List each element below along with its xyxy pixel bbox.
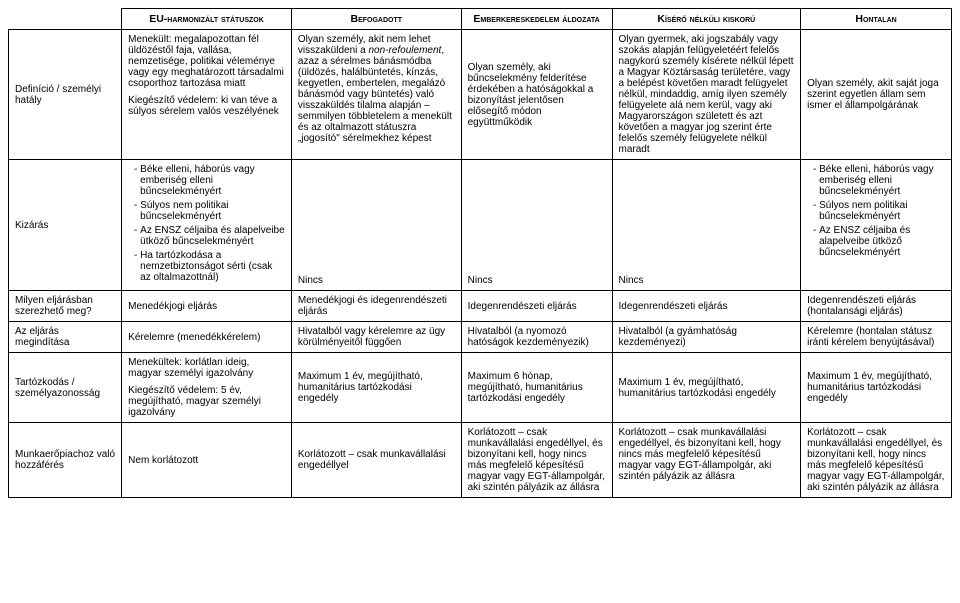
cell-tart-eu: Menekültek: korlátlan ideig, magyar szem… [122,353,292,423]
list-item: Súlyos nem politikai bűncselekményért [140,200,285,222]
list-item: Béke elleni, háborús vagy emberiség elle… [819,164,945,197]
cell-elj-befogadott: Menedékjogi és idegenrendészeti eljárás [291,291,461,322]
cell-tart-kiskoru: Maximum 1 év, megújítható, humanitárius … [612,353,801,423]
text: Menekültek: korlátlan ideig, magyar szem… [128,357,285,379]
cell-def-ember: Olyan személy, aki bűncselekmény felderí… [461,30,612,160]
row-label-munka: Munkaerőpiachoz való hozzáférés [9,423,122,498]
row-label-kizaras: Kizárás [9,160,122,291]
text: Menekült: megalapozottan fél üldözéstől … [128,34,285,89]
row-label-eljaras: Milyen eljárásban szerezhető meg? [9,291,122,322]
list: Béke elleni, háborús vagy emberiség elle… [128,164,285,283]
list-item: Súlyos nem politikai bűncselekményért [819,200,945,222]
status-comparison-table: EU-harmonizált státuszok Befogadott Embe… [8,8,952,498]
cell-elj-ember: Idegenrendészeti eljárás [461,291,612,322]
list-item: Az ENSZ céljaiba és alapelveibe ütköző b… [140,225,285,247]
cell-elj-kiskoru: Idegenrendészeti eljárás [612,291,801,322]
cell-tart-befogadott: Maximum 1 év, megújítható, humanitárius … [291,353,461,423]
list: Béke elleni, háborús vagy emberiség elle… [807,164,945,258]
header-eu: EU-harmonizált státuszok [122,9,292,30]
cell-munka-ember: Korlátozott – csak munkavállalási engedé… [461,423,612,498]
cell-def-hontalan: Olyan személy, akit saját joga szerint e… [801,30,952,160]
header-kiskoru: Kísérő nélküli kiskorú [612,9,801,30]
table-row: Tartózkodás / személyazonosság Menekülte… [9,353,952,423]
header-hontalan: Hontalan [801,9,952,30]
cell-ind-kiskoru: Hivatalból (a gyámhatóság kezdeményezi) [612,322,801,353]
cell-def-kiskoru: Olyan gyermek, aki jogszabály vagy szoká… [612,30,801,160]
cell-elj-hontalan: Idegenrendészeti eljárás (hontalansági e… [801,291,952,322]
cell-ind-eu: Kérelemre (menedékkérelem) [122,322,292,353]
cell-kiz-ember: Nincs [461,160,612,291]
cell-ind-befogadott: Hivatalból vagy kérelemre az ügy körülmé… [291,322,461,353]
cell-munka-eu: Nem korlátozott [122,423,292,498]
list-item: Béke elleni, háborús vagy emberiség elle… [140,164,285,197]
cell-ind-hontalan: Kérelemre (hontalan státusz iránti kérel… [801,322,952,353]
cell-tart-ember: Maximum 6 hónap, megújítható, humanitári… [461,353,612,423]
cell-kiz-eu: Béke elleni, háborús vagy emberiség elle… [122,160,292,291]
table-row: Milyen eljárásban szerezhető meg? Menedé… [9,291,952,322]
list-item: Az ENSZ céljaiba és alapelveibe ütköző b… [819,225,945,258]
cell-munka-hontalan: Korlátozott – csak munkavállalási engedé… [801,423,952,498]
table-row: Munkaerőpiachoz való hozzáférés Nem korl… [9,423,952,498]
table-header-row: EU-harmonizált státuszok Befogadott Embe… [9,9,952,30]
cell-kiz-hontalan: Béke elleni, háborús vagy emberiség elle… [801,160,952,291]
cell-elj-eu: Menedékjogi eljárás [122,291,292,322]
cell-ind-ember: Hivatalból (a nyomozó hatóságok kezdemén… [461,322,612,353]
header-befogadott: Befogadott [291,9,461,30]
text-italic: non-refoulement [368,45,441,56]
cell-def-befogadott: Olyan személy, akit nem lehet visszaküld… [291,30,461,160]
table-row: Az eljárás megindítása Kérelemre (menedé… [9,322,952,353]
cell-tart-hontalan: Maximum 1 év, megújítható, humanitárius … [801,353,952,423]
row-label-meginditas: Az eljárás megindítása [9,322,122,353]
row-label-definition: Definíció / személyi hatály [9,30,122,160]
list-item: Ha tartózkodása a nemzetbiztonságot sért… [140,250,285,283]
table-row: Definíció / személyi hatály Menekült: me… [9,30,952,160]
cell-kiz-kiskoru: Nincs [612,160,801,291]
row-label-tartozkodas: Tartózkodás / személyazonosság [9,353,122,423]
cell-munka-kiskoru: Korlátozott – csak munkavállalási engedé… [612,423,801,498]
text: , azaz a sérelmes bánásmódba (üldözés, h… [298,45,452,144]
text: Kiegészítő védelem: ki van téve a súlyos… [128,95,285,117]
text: Kiegészítő védelem: 5 év, megújítható, m… [128,385,285,418]
table-row: Kizárás Béke elleni, háborús vagy emberi… [9,160,952,291]
cell-munka-befogadott: Korlátozott – csak munkavállalási engedé… [291,423,461,498]
header-rowlabel [9,9,122,30]
cell-def-eu: Menekült: megalapozottan fél üldözéstől … [122,30,292,160]
cell-kiz-befogadott: Nincs [291,160,461,291]
header-ember: Emberkereskedelem áldozata [461,9,612,30]
